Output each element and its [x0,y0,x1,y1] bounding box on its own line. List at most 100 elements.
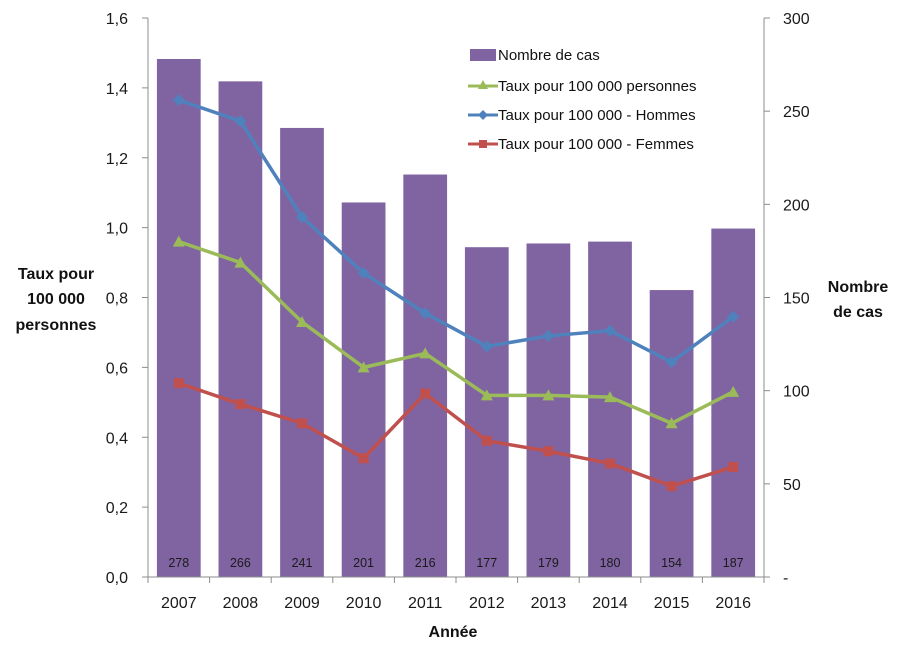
point-taux-pour-100-000-personnes-2014 [604,391,616,403]
right-tick-label: - [783,570,788,587]
left-tick-label: 1,4 [106,81,128,98]
bar-labels-group: 278 266 241 201 216 177 179 180 154 187 [168,556,743,570]
point-taux-pour-100-000-personnes-2013 [542,389,555,401]
right-axis-title-line-2: de cas [833,304,883,321]
legend-label: Taux pour 100 000 - Hommes [498,107,696,124]
bar-data-label: 179 [538,556,559,570]
bar-data-label: 201 [353,556,374,570]
point-taux-pour-100-000-femmes-2013 [543,446,554,457]
left-axis-title-line-2: 100 000 [27,291,85,308]
point-taux-pour-100-000-hommes-2008 [234,115,247,128]
left-tick-label: 1,2 [106,151,128,168]
bars-group [156,58,756,578]
bar-2009 [280,127,324,577]
triangle-marker-icon [478,80,488,89]
legend-item-nombre-de-cas: Nombre de cas [470,47,600,64]
bar-2015 [649,290,694,577]
left-tick-labels: 0,0 0,2 0,4 0,6 0,8 1,0 1,2 1,4 1,6 [106,11,128,587]
lines-group [172,94,740,492]
point-taux-pour-100-000-personnes-2008 [234,256,247,268]
legend-label: Nombre de cas [498,47,600,64]
left-tick-label: 0,2 [106,500,128,517]
point-taux-pour-100-000-femmes-2007 [173,378,184,389]
point-taux-pour-100-000-personnes-2012 [480,389,493,401]
left-axis-title-line-3: personnes [16,317,97,334]
left-axis-title-line-1: Taux pour [18,266,94,283]
right-tick-label: 300 [783,11,810,28]
point-taux-pour-100-000-femmes-2011 [420,388,431,399]
x-tick-label: 2008 [223,595,259,612]
legend-swatch-bar [470,49,496,61]
bar-data-label: 241 [292,556,313,570]
point-taux-pour-100-000-hommes-2013 [542,329,555,342]
square-marker-icon [479,140,487,148]
point-taux-pour-100-000-hommes-2016 [727,310,740,323]
right-tick-label: 200 [783,197,810,214]
point-taux-pour-100-000-femmes-2016 [728,461,739,472]
left-tick-label: 1,0 [106,221,128,238]
right-tick-label: 250 [783,104,810,121]
x-tick-labels: 2007 2008 2009 2010 2011 2012 2013 2014 2015 2016 [161,595,751,612]
legend-label: Taux pour 100 000 personnes [498,78,696,95]
point-taux-pour-100-000-personnes-2009 [296,315,308,327]
x-tick-label: 2011 [408,595,443,612]
legend-label: Taux pour 100 000 - Femmes [498,136,694,153]
x-tick-label: 2009 [284,595,320,612]
point-taux-pour-100-000-personnes-2016 [727,385,740,397]
point-taux-pour-100-000-hommes-2015 [665,356,678,369]
bar-data-label: 278 [168,556,189,570]
x-axis-title: Année [429,624,478,641]
right-axis-title-line-1: Nombre [828,279,889,296]
bar-data-label: 187 [723,556,744,570]
diamond-marker-icon [478,110,488,120]
axes-group [142,17,770,583]
line-taux-pour-100-000-personnes [178,239,734,426]
line-taux-pour-100-000-femmes [178,381,734,488]
x-tick-label: 2015 [654,595,690,612]
bar-data-label: 216 [415,556,436,570]
left-tick-label: 1,6 [106,11,128,28]
bar-data-label: 180 [600,556,621,570]
right-tick-label: 50 [783,477,801,494]
x-tick-label: 2010 [346,595,382,612]
legend-item-taux-hommes: Taux pour 100 000 - Hommes [468,107,696,124]
right-tick-label: 150 [783,291,810,308]
left-tick-label: 0,8 [106,291,128,308]
bar-2008 [218,81,263,577]
bar-2014 [588,241,632,577]
bar-2011 [403,174,448,577]
x-tick-label: 2012 [469,595,505,612]
bar-2010 [341,202,386,577]
right-tick-label: 100 [783,384,810,401]
point-taux-pour-100-000-hommes-2010 [357,267,370,280]
x-tick-label: 2014 [592,595,628,612]
legend-item-taux-femmes: Taux pour 100 000 - Femmes [468,136,694,153]
legend: Nombre de cas Taux pour 100 000 personne… [468,47,696,153]
point-taux-pour-100-000-femmes-2012 [481,435,492,446]
point-taux-pour-100-000-hommes-2009 [296,211,308,224]
bar-2013 [526,243,571,578]
left-tick-label: 0,6 [106,360,128,377]
point-taux-pour-100-000-hommes-2007 [172,94,185,107]
bar-2007 [156,58,201,577]
right-tick-labels: - 50 100 150 200 250 300 [783,11,810,587]
point-taux-pour-100-000-personnes-2007 [172,235,185,247]
point-taux-pour-100-000-personnes-2010 [357,361,370,373]
point-taux-pour-100-000-personnes-2011 [419,347,432,359]
bar-2012 [464,247,509,577]
bar-data-label: 266 [230,556,251,570]
point-taux-pour-100-000-hommes-2011 [419,307,432,320]
point-taux-pour-100-000-femmes-2015 [666,481,677,492]
point-taux-pour-100-000-hommes-2012 [480,340,493,353]
point-taux-pour-100-000-femmes-2009 [297,418,307,429]
point-taux-pour-100-000-femmes-2014 [605,458,615,469]
legend-item-taux-personnes: Taux pour 100 000 personnes [468,78,696,95]
x-tick-label: 2013 [531,595,567,612]
left-tick-label: 0,0 [106,570,128,587]
point-taux-pour-100-000-femmes-2010 [358,453,369,464]
x-tick-label: 2007 [161,595,197,612]
x-tick-label: 2016 [715,595,751,612]
left-tick-label: 0,4 [106,430,128,447]
line-taux-pour-100-000-hommes [178,98,735,364]
